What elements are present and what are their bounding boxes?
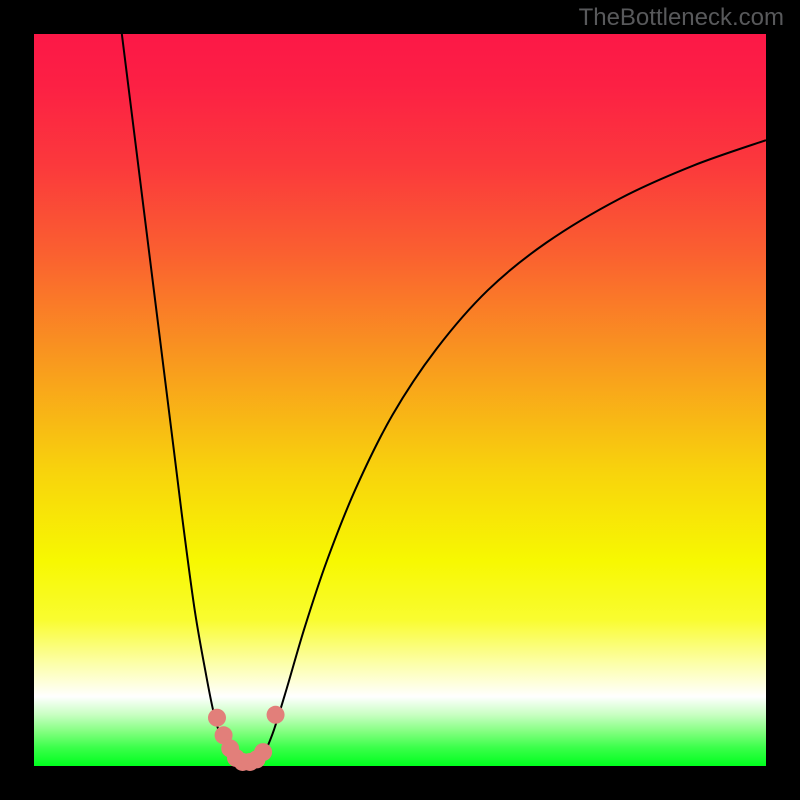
chart-frame: TheBottleneck.com [0, 0, 800, 800]
gradient-background [34, 34, 766, 766]
chart-svg [0, 0, 800, 800]
data-marker [267, 706, 285, 724]
data-marker [254, 743, 272, 761]
data-marker [208, 709, 226, 727]
